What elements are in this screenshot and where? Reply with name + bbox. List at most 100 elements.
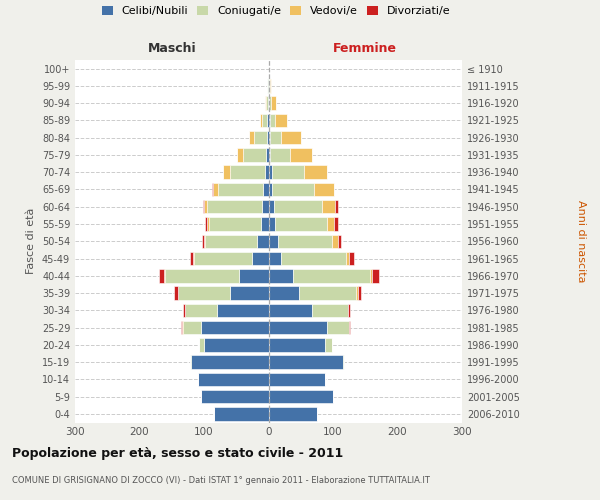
Bar — [244, 148, 266, 162]
Bar — [269, 114, 270, 127]
Bar — [275, 218, 326, 230]
Text: Popolazione per età, sesso e stato civile - 2011: Popolazione per età, sesso e stato civil… — [12, 448, 343, 460]
Bar — [193, 252, 194, 265]
Bar — [271, 96, 276, 110]
Bar — [201, 321, 269, 334]
Bar — [270, 79, 271, 92]
Bar — [217, 304, 269, 317]
Bar — [201, 390, 269, 404]
Y-axis label: Fasce di età: Fasce di età — [26, 208, 36, 274]
Bar — [267, 114, 269, 127]
Bar — [260, 114, 262, 127]
Bar — [202, 234, 204, 248]
Bar — [181, 321, 182, 334]
Bar — [183, 321, 201, 334]
Bar — [203, 200, 204, 213]
Bar — [326, 166, 327, 179]
Bar — [199, 338, 204, 351]
Bar — [230, 166, 265, 179]
Bar — [332, 234, 338, 248]
Text: Femmine: Femmine — [333, 42, 397, 55]
Bar — [263, 182, 269, 196]
Bar — [257, 234, 269, 248]
Bar — [325, 338, 332, 351]
Bar — [272, 182, 314, 196]
Bar — [266, 131, 269, 144]
Bar — [214, 407, 269, 420]
Bar — [265, 96, 266, 110]
Bar — [269, 148, 271, 162]
Bar — [271, 148, 290, 162]
Bar — [209, 218, 261, 230]
Bar — [356, 286, 358, 300]
Bar — [159, 269, 164, 282]
Bar — [269, 182, 272, 196]
Bar — [269, 96, 271, 110]
Bar — [194, 252, 253, 265]
Bar — [269, 218, 275, 230]
Bar — [265, 166, 269, 179]
Bar — [197, 372, 269, 386]
Bar — [269, 390, 333, 404]
Bar — [349, 321, 350, 334]
Bar — [184, 304, 185, 317]
Bar — [223, 166, 230, 179]
Bar — [322, 200, 335, 213]
Bar — [335, 200, 338, 213]
Bar — [205, 218, 207, 230]
Bar — [326, 218, 334, 230]
Bar — [272, 166, 304, 179]
Bar — [358, 286, 361, 300]
Bar — [299, 286, 356, 300]
Y-axis label: Anni di nascita: Anni di nascita — [577, 200, 586, 282]
Bar — [269, 338, 325, 351]
Bar — [262, 114, 267, 127]
Bar — [281, 252, 346, 265]
Bar — [269, 252, 281, 265]
Bar — [237, 148, 244, 162]
Bar — [191, 356, 269, 369]
Bar — [190, 252, 193, 265]
Bar — [338, 234, 341, 248]
Bar — [269, 286, 299, 300]
Bar — [205, 234, 257, 248]
Bar — [239, 269, 269, 282]
Bar — [343, 356, 344, 369]
Bar — [274, 200, 322, 213]
Bar — [266, 96, 268, 110]
Bar — [212, 182, 213, 196]
Bar — [262, 200, 269, 213]
Bar — [268, 79, 269, 92]
Bar — [334, 218, 338, 230]
Bar — [269, 407, 317, 420]
Bar — [370, 269, 373, 282]
Legend: Celibi/Nubili, Coniugati/e, Vedovi/e, Divorziati/e: Celibi/Nubili, Coniugati/e, Vedovi/e, Di… — [101, 6, 451, 16]
Bar — [373, 269, 379, 282]
Bar — [269, 321, 326, 334]
Bar — [270, 131, 281, 144]
Bar — [164, 269, 166, 282]
Bar — [268, 96, 269, 110]
Bar — [182, 321, 183, 334]
Bar — [190, 356, 191, 369]
Bar — [304, 166, 326, 179]
Bar — [166, 269, 239, 282]
Bar — [269, 79, 270, 92]
Bar — [204, 200, 207, 213]
Bar — [185, 304, 217, 317]
Bar — [261, 218, 269, 230]
Bar — [269, 356, 343, 369]
Bar — [178, 286, 230, 300]
Bar — [230, 286, 269, 300]
Bar — [293, 269, 370, 282]
Bar — [348, 304, 349, 317]
Bar — [269, 269, 293, 282]
Bar — [204, 234, 205, 248]
Bar — [267, 79, 268, 92]
Bar — [269, 131, 270, 144]
Bar — [281, 131, 301, 144]
Bar — [266, 148, 269, 162]
Bar — [313, 304, 348, 317]
Bar — [349, 304, 350, 317]
Bar — [278, 234, 332, 248]
